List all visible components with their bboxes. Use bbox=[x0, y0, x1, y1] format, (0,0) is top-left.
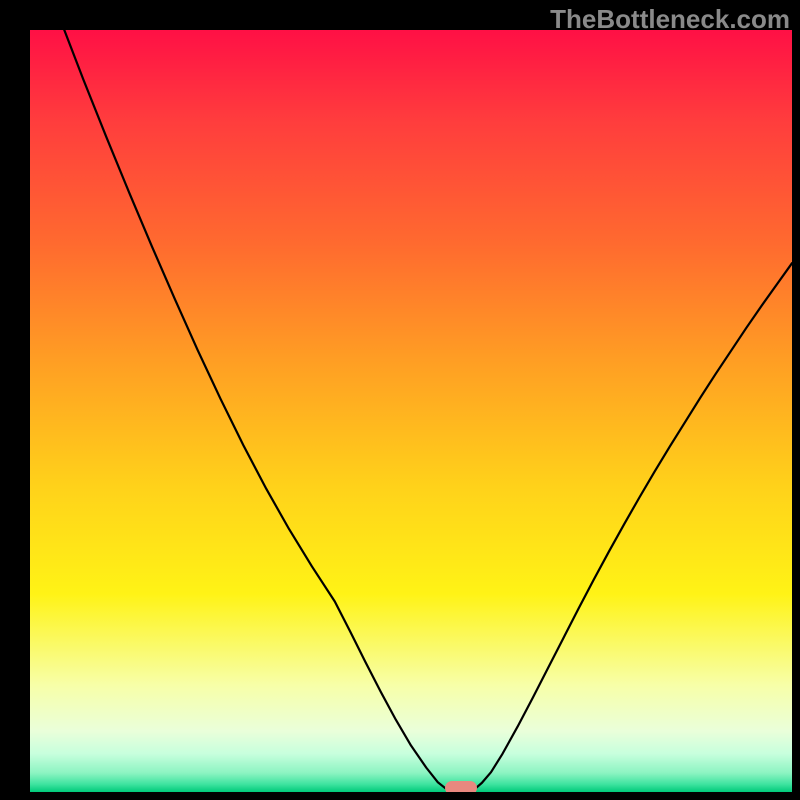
plot-area bbox=[30, 30, 792, 792]
watermark-text: TheBottleneck.com bbox=[550, 4, 790, 35]
optimal-marker bbox=[445, 781, 477, 792]
bottleneck-curve bbox=[30, 30, 792, 792]
